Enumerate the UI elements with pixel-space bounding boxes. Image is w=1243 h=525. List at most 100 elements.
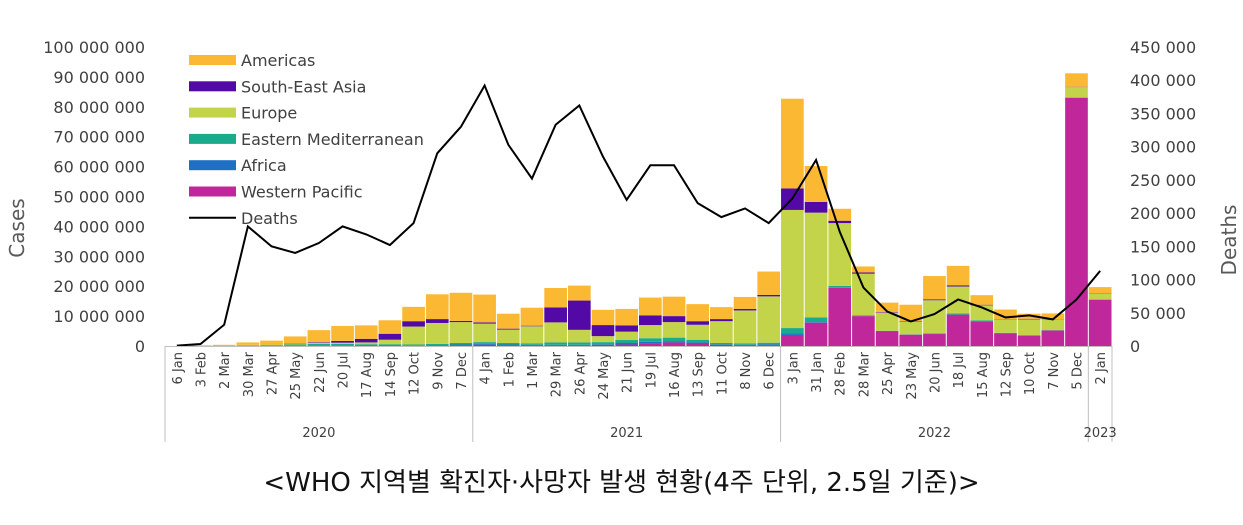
x-tick-label: 2 Jan	[1094, 352, 1109, 384]
y2-tick-label: 450 000	[1130, 38, 1196, 57]
legend-swatch-south-east-asia	[189, 81, 236, 92]
bar-segment-eastern-mediterranean	[970, 320, 994, 322]
bar-segment-africa	[331, 345, 354, 346]
bar-segment-western-pacific	[639, 343, 662, 346]
bar-segment-europe	[544, 322, 567, 343]
bar-segment-americas	[425, 294, 449, 320]
y2-tick-label: 0	[1130, 337, 1140, 356]
bar-segment-western-pacific	[733, 345, 757, 346]
bar-segment-americas	[591, 309, 615, 326]
bar-segment-western-pacific	[1041, 330, 1065, 346]
bar-segment-south-east-asia	[970, 304, 994, 306]
y-tick-label: 40 000 000	[53, 217, 145, 236]
legend-label: Americas	[241, 51, 315, 70]
chart-bars	[189, 73, 1112, 346]
bar-segment-eastern-mediterranean	[757, 342, 781, 345]
bar-segment-americas	[520, 307, 544, 326]
bar-segment-europe	[686, 324, 710, 340]
bar-segment-western-pacific	[686, 343, 710, 346]
chart-legend: Americas South-East Asia Europe Eastern Med…	[189, 51, 424, 228]
bar-segment-europe	[449, 322, 473, 344]
bar-segment-americas	[781, 98, 804, 189]
bar-segment-south-east-asia	[686, 321, 710, 325]
bar-segment-eastern-mediterranean	[710, 343, 733, 345]
bar-segment-eastern-mediterranean	[354, 344, 378, 346]
x-tick-label: 25 May	[289, 352, 304, 400]
year-label: 2023	[1084, 426, 1117, 441]
bar-segment-africa	[473, 343, 496, 345]
bar-segment-south-east-asia	[496, 328, 520, 330]
bar-segment-western-pacific	[923, 334, 946, 346]
bar-segment-south-east-asia	[520, 325, 544, 327]
bar-segment-americas	[875, 302, 899, 313]
y2-tick-label: 400 000	[1130, 71, 1196, 90]
x-tick-label: 12 Sep	[999, 352, 1014, 397]
bar-segment-americas	[544, 287, 567, 308]
bar-segment-western-pacific	[1065, 97, 1088, 346]
year-label: 2022	[918, 426, 951, 441]
y2-tick-label: 250 000	[1130, 171, 1196, 190]
y-tick-label: 100 000 000	[43, 38, 145, 57]
y-tick-label: 30 000 000	[53, 247, 145, 266]
legend-label: Europe	[241, 104, 297, 123]
bar-segment-europe	[1065, 87, 1088, 98]
legend-label: Africa	[241, 156, 287, 175]
legend-swatch-western-pacific	[189, 186, 236, 197]
bar-segment-western-pacific	[544, 345, 567, 346]
x-tick-label: 18 Jul	[952, 352, 967, 388]
bar-segment-western-pacific	[378, 345, 402, 346]
bar-segment-europe	[639, 325, 662, 339]
bar-segment-americas	[473, 294, 496, 323]
bar-segment-south-east-asia	[710, 319, 733, 322]
bar-segment-europe	[804, 212, 828, 318]
bar-segment-western-pacific	[899, 334, 923, 346]
bar-segment-south-east-asia	[946, 285, 970, 287]
bar-segment-americas	[970, 295, 994, 305]
deaths-line-layer	[176, 83, 1101, 347]
x-tick-label: 29 Mar	[550, 351, 565, 397]
bar-segment-americas	[236, 342, 260, 345]
bar-segment-south-east-asia	[804, 201, 828, 213]
chart-caption: <WHO 지역별 확진자·사망자 발생 현황(4주 단위, 2.5일 기준)>	[263, 468, 980, 498]
bar-segment-africa	[757, 344, 781, 346]
bar-segment-eastern-mediterranean	[686, 339, 710, 343]
bar-segment-western-pacific	[710, 344, 733, 346]
y2-tick-label: 350 000	[1130, 104, 1196, 123]
bar-segment-western-pacific	[1088, 299, 1112, 346]
bar-segment-eastern-mediterranean	[260, 345, 283, 346]
x-tick-label: 7 Dec	[455, 352, 470, 390]
y-axis-title: Cases	[5, 198, 29, 257]
bar-segment-western-pacific	[1017, 335, 1041, 346]
bar-segment-eastern-mediterranean	[402, 344, 425, 346]
bar-segment-africa	[307, 345, 331, 346]
bar-segment-south-east-asia	[354, 338, 378, 343]
legend-swatch-eastern-mediterranean	[189, 133, 236, 144]
bar-segment-americas	[615, 308, 638, 326]
bar-segment-eastern-mediterranean	[378, 344, 402, 346]
bar-segment-eastern-mediterranean	[307, 343, 331, 346]
y2-tick-label: 300 000	[1130, 138, 1196, 157]
x-tick-label: 1 Feb	[502, 352, 517, 387]
bar-segment-south-east-asia	[544, 307, 567, 323]
x-tick-label: 10 Oct	[1023, 352, 1038, 395]
bar-segment-americas	[923, 276, 946, 300]
bar-segment-africa	[804, 322, 828, 323]
bar-segment-europe	[307, 342, 331, 344]
x-tick-label: 11 Oct	[715, 352, 730, 395]
bar-segment-americas	[639, 297, 662, 316]
bar-segment-western-pacific	[970, 321, 994, 346]
bar-segment-south-east-asia	[307, 342, 331, 343]
bar-segment-eastern-mediterranean	[733, 343, 757, 345]
bar-segment-americas	[828, 208, 852, 221]
bar-segment-americas	[307, 330, 331, 343]
bar-segment-africa	[615, 343, 638, 345]
bar-segment-africa	[781, 333, 804, 335]
y-tick-label: 20 000 000	[53, 277, 145, 296]
x-tick-label: 3 Feb	[195, 352, 210, 387]
x-tick-label: 2 Mar	[218, 351, 233, 389]
y-tick-label: 60 000 000	[53, 158, 145, 177]
year-label: 2021	[610, 426, 643, 441]
bar-segment-americas	[899, 304, 923, 322]
legend-label: Western Pacific	[241, 183, 363, 202]
bar-segment-americas	[662, 296, 686, 317]
